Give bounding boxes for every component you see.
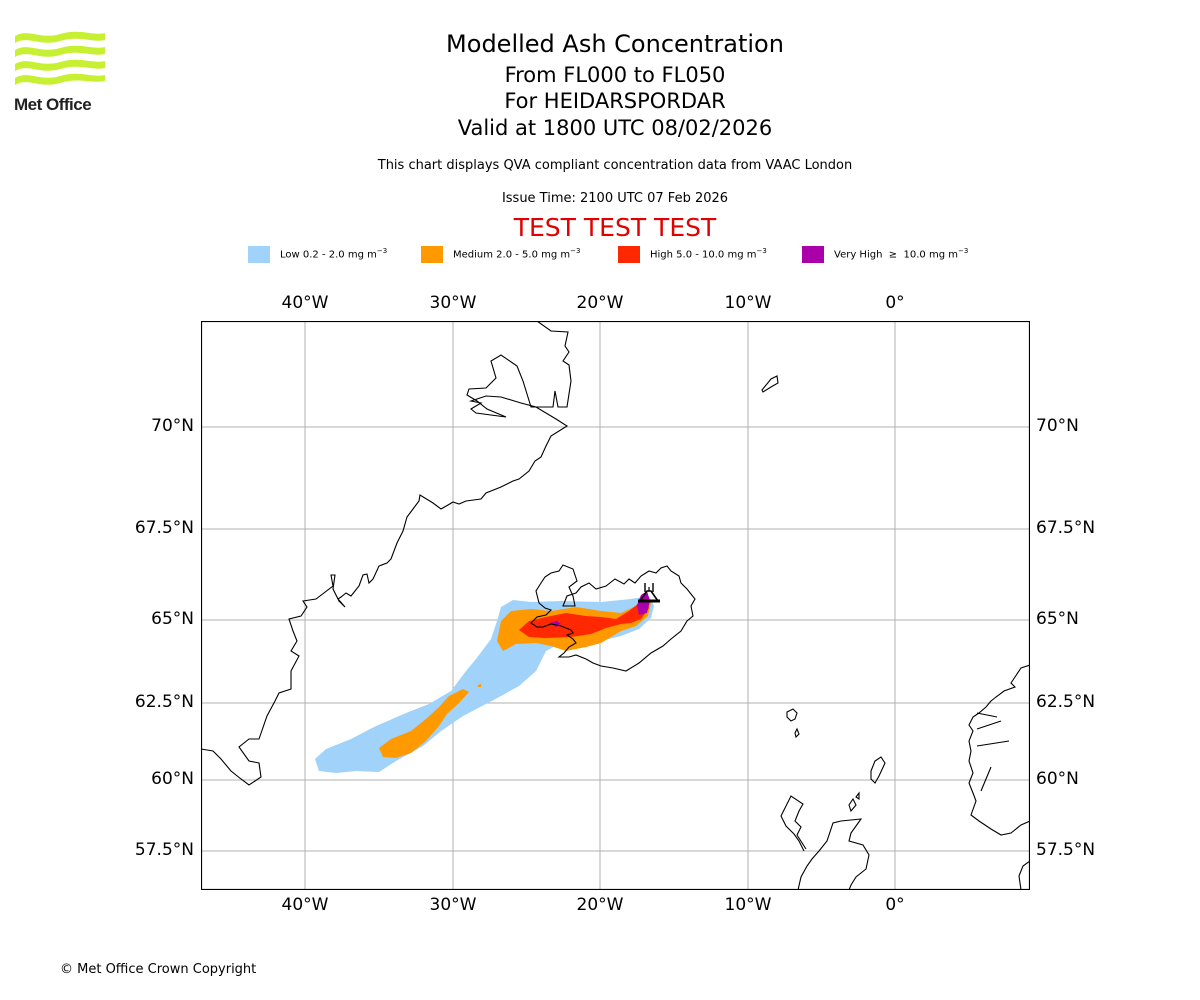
- ash-very-high-region: [637, 591, 650, 615]
- met-office-logo: Met Office: [14, 30, 106, 115]
- gridlines: [201, 321, 1030, 890]
- iceland-coastline: [530, 564, 696, 672]
- lon-tick-label-bottom: 20°W: [576, 895, 624, 915]
- jan-mayen-coastline: [761, 375, 779, 393]
- legend-label-low: Low 0.2 - 2.0 mg m−3: [280, 247, 388, 261]
- greenland-coastline: [201, 321, 572, 786]
- lat-tick-label-right: 60°N: [1036, 769, 1079, 789]
- legend-item-high: High 5.0 - 10.0 mg m−3: [618, 244, 767, 264]
- legend-swatch-high: [618, 245, 640, 263]
- met-office-logo-text: Met Office: [14, 95, 92, 114]
- flight-level-range: From FL000 to FL050: [504, 63, 726, 87]
- lon-tick-label-top: 30°W: [429, 293, 477, 313]
- legend-swatch-low: [248, 245, 270, 263]
- shetland-coastline: [870, 756, 886, 784]
- lat-tick-label-right: 67.5°N: [1036, 518, 1096, 538]
- met-office-waves-icon: [15, 31, 105, 85]
- chart-title: Modelled Ash Concentration: [446, 30, 784, 58]
- norway-coastline: [968, 664, 1030, 890]
- lon-tick-label-top: 40°W: [281, 293, 329, 313]
- legend-item-medium: Medium 2.0 - 5.0 mg m−3: [421, 244, 580, 264]
- legend-item-low: Low 0.2 - 2.0 mg m−3: [248, 244, 387, 264]
- ash-plume: [315, 591, 654, 773]
- lat-tick-label-right: 70°N: [1036, 416, 1079, 436]
- chart-description: This chart displays QVA compliant concen…: [377, 158, 853, 173]
- ash-medium-region-speck: [478, 684, 481, 687]
- volcano-icon: [638, 583, 660, 603]
- lat-tick-label-right: 62.5°N: [1036, 692, 1096, 712]
- lat-tick-label-left: 70°N: [151, 416, 194, 436]
- lat-tick-label-left: 60°N: [151, 769, 194, 789]
- legend-swatch-medium: [421, 245, 443, 263]
- coastlines: [201, 321, 1030, 890]
- lat-tick-label-left: 65°N: [151, 609, 194, 629]
- lat-tick-label-right: 57.5°N: [1036, 840, 1096, 860]
- ash-medium-region-sw: [379, 689, 469, 758]
- legend-label-very-high: Very High ≥ 10.0 mg m−3: [834, 247, 969, 261]
- legend-swatch-very-high: [802, 245, 824, 263]
- map-frame: [201, 321, 1030, 890]
- lon-tick-label-bottom: 30°W: [429, 895, 477, 915]
- legend-label-medium: Medium 2.0 - 5.0 mg m−3: [453, 247, 581, 261]
- lat-tick-label-left: 67.5°N: [134, 518, 194, 538]
- lon-tick-label-bottom: 10°W: [724, 895, 772, 915]
- lon-tick-label-bottom: 40°W: [281, 895, 329, 915]
- lon-tick-label-top: 20°W: [576, 293, 624, 313]
- legend-label-high: High 5.0 - 10.0 mg m−3: [650, 247, 767, 261]
- lon-tick-label-top: 0°: [885, 293, 905, 313]
- lon-tick-label-bottom: 0°: [885, 895, 905, 915]
- issue-time: Issue Time: 2100 UTC 07 Feb 2026: [501, 191, 729, 206]
- faroe-islands-coastline: [786, 708, 800, 739]
- ash-high-region: [519, 597, 649, 638]
- lat-tick-label-right: 65°N: [1036, 609, 1079, 629]
- valid-time: Valid at 1800 UTC 08/02/2026: [457, 116, 773, 140]
- volcano-name: For HEIDARSPORDAR: [504, 89, 726, 113]
- test-banner: TEST TEST TEST: [513, 213, 717, 242]
- lon-tick-label-top: 10°W: [724, 293, 772, 313]
- lat-tick-label-left: 57.5°N: [134, 840, 194, 860]
- orkney-coastline: [848, 791, 860, 813]
- scotland-coastline: [780, 795, 870, 890]
- ash-map: [201, 321, 1030, 890]
- legend-item-very-high: Very High ≥ 10.0 mg m−3: [802, 244, 968, 264]
- copyright-notice: © Met Office Crown Copyright: [60, 962, 257, 977]
- lat-tick-label-left: 62.5°N: [134, 692, 194, 712]
